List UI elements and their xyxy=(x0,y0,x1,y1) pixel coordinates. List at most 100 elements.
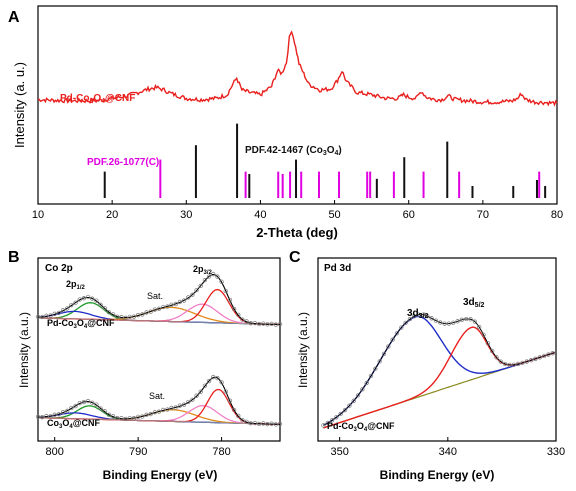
panel-b-pd-co3o4-cnf-data-point xyxy=(273,322,278,327)
panel-c-data-point xyxy=(377,359,382,364)
panel-c-data-point xyxy=(438,320,443,325)
panel-b-co3o4-cnf-data-point xyxy=(60,410,66,415)
panel-b-co3o4-cnf-data-point xyxy=(148,411,153,417)
panel-b-pd-co3o4-cnf-data-point xyxy=(173,301,178,307)
panel-b-co3o4-cnf-data-point xyxy=(119,416,124,421)
panel-a-ylabel: Intensity (a. u.) xyxy=(12,62,27,148)
panel-a-xtick-label: 10 xyxy=(32,209,44,221)
panel-b-xticks: 800 790 780 xyxy=(46,437,231,458)
panel-b-pd-co3o4-cnf-data-point xyxy=(227,297,233,303)
panel-a-ref-pd-label: PDF.26-1077(C) xyxy=(87,157,159,168)
panel-c-data-point xyxy=(342,407,348,413)
panel-b-xtick-label: 780 xyxy=(212,446,230,458)
panel-c-xtick-label: 350 xyxy=(330,446,348,458)
panel-c-data-point xyxy=(412,314,417,319)
panel-b-pd-co3o4-cnf-data-point xyxy=(265,322,270,327)
panel-b-pd-co3o4-cnf-component-orange xyxy=(38,306,280,326)
panel-c-data-point xyxy=(481,332,486,337)
panel-b-co3o4-cnf-data-point xyxy=(40,415,45,420)
panel-b-co3o4-cnf-data-point xyxy=(194,393,199,398)
panel-b-pd-co3o4-cnf-data-point xyxy=(110,312,116,317)
panel-b-pd-co3o4-cnf-data-point xyxy=(206,274,212,279)
panel-b-pd-co3o4-cnf-data-point xyxy=(269,321,274,327)
panel-b-ylabel: Intensity (a.u.) xyxy=(17,312,31,388)
panel-c-data-point xyxy=(433,318,439,323)
panel-b-pd-co3o4-cnf-data-point xyxy=(106,310,112,315)
panel-c-title: Pd 3d xyxy=(324,263,351,274)
panel-b-co3o4-cnf-data-point xyxy=(144,412,149,417)
panel-b-co3o4-cnf-data-point xyxy=(135,414,141,419)
panel-c-data-point xyxy=(472,319,478,324)
panel-c-data-point xyxy=(541,353,547,359)
panel-a-reference-lines xyxy=(103,123,547,198)
panel-b-pd-co3o4-cnf-data-point xyxy=(140,312,145,317)
panel-b-co3o4-cnf-data-point xyxy=(131,416,137,421)
panel-b-co3o4-cnf-data-point xyxy=(240,418,245,423)
panel-b-co3o4-cnf-data-point xyxy=(277,421,283,427)
panel-c-frame xyxy=(317,257,557,442)
panel-c-data-point xyxy=(360,387,365,392)
panel-b-pd-co3o4-cnf-data-point xyxy=(156,306,162,311)
panel-b-pd-co3o4-cnf-data-point xyxy=(240,317,245,322)
panel-b-co3o4-cnf-data-point xyxy=(123,416,128,422)
panel-c-data-point xyxy=(459,317,465,322)
panel-b-pd-co3o4-cnf-data-point xyxy=(277,321,283,327)
panel-b-letter: B xyxy=(8,249,20,266)
panel-b-co3o4-cnf-data-point xyxy=(156,409,162,414)
panel-c-data-point xyxy=(485,341,490,346)
panel-b-co3o4-cnf-data-point xyxy=(215,375,220,381)
panel-b-co3o4-cnf-data-point xyxy=(252,420,258,426)
panel-b-pd-co3o4-cnf-data-point xyxy=(69,302,74,308)
panel-b-sat-top: Sat. xyxy=(147,291,163,301)
panel-b-pd-co3o4-cnf-data-point xyxy=(252,321,258,326)
panel-b-peak-2p12: 2p1/2 xyxy=(66,279,86,291)
panel-b-pd-co3o4-cnf-data-point xyxy=(194,287,199,293)
panel-c-xtick-label: 330 xyxy=(547,446,565,458)
panel-b-pd-co3o4-cnf-data-point xyxy=(35,314,41,319)
panel-b-pd-co3o4-cnf-data-point xyxy=(211,271,216,277)
panel-b-pd-co3o4-cnf-data-point xyxy=(123,315,128,320)
panel-b-pd-co3o4-cnf-data-point xyxy=(90,296,95,301)
panel-b-sat-bottom: Sat. xyxy=(149,391,165,401)
panel-b-co3o4-cnf-data-point xyxy=(48,414,53,419)
panel-c-xtick-label: 340 xyxy=(439,446,457,458)
panel-b-pd-co3o4-cnf-data-point xyxy=(244,319,249,324)
panel-a-pd-co3o4-cnf-line xyxy=(37,30,558,107)
panel-a-xlabel: 2-Theta (deg) xyxy=(256,225,338,240)
panel-a-xtick-label: 80 xyxy=(551,209,563,221)
panel-c-xticks: 350 340 330 xyxy=(330,437,565,458)
panel-b-xtick-label: 790 xyxy=(129,446,147,458)
panel-c-data-point xyxy=(520,360,525,365)
panel-b-pd-co3o4-cnf-data-point xyxy=(48,313,53,318)
panel-c-data-point xyxy=(368,373,374,379)
panel-b-pd-co3o4-cnf-data-point xyxy=(202,277,208,283)
panel-b-co3o4-cnf-data-point xyxy=(236,413,241,418)
panel-b-co3o4-cnf-baseline xyxy=(37,417,281,425)
panel-b-plot xyxy=(35,271,283,427)
panel-b-co3o4-cnf-data-point xyxy=(244,419,249,424)
panel-c-peak-3d52: 3d5/2 xyxy=(463,297,485,309)
panel-b-pd-co3o4-cnf-data-point xyxy=(198,283,203,289)
panel-b-co3o4-cnf-data-point xyxy=(165,407,170,412)
panel-b-co3o4-cnf-data-point xyxy=(102,409,107,414)
panel-b-co3o4-cnf-data-point xyxy=(265,422,270,427)
panel-c-data-point xyxy=(381,351,387,357)
panel-c-plot xyxy=(321,312,556,429)
panel-b-xtick-label: 800 xyxy=(46,446,64,458)
panel-b-pd-co3o4-cnf-data-point xyxy=(190,292,195,297)
panel-b-co3o4-cnf-data-point xyxy=(206,378,212,384)
panel-b-co3o4-cnf-data-point xyxy=(248,421,253,426)
panel-b-pd-co3o4-cnf-data-point xyxy=(223,288,228,294)
panel-b-pd-co3o4-cnf-data-point xyxy=(169,302,174,307)
panel-b-pd-co3o4-cnf-data-point xyxy=(231,306,237,312)
panel-b-co3o4-cnf-data-point xyxy=(219,380,224,385)
panel-b-co3o4-cnf-data-point xyxy=(44,414,49,419)
panel-c-data-point xyxy=(511,362,516,367)
panel-b-pd-co3o4-cnf-data-point xyxy=(85,294,91,300)
panel-b-co3o4-cnf-data-point xyxy=(77,400,82,406)
panel-c-sample-label: Pd-Co3O4@CNF xyxy=(327,421,395,433)
panel-c-data-point xyxy=(550,351,555,356)
panel-c-data-point xyxy=(420,312,426,317)
panel-b-pd-co3o4-cnf-data-point xyxy=(56,310,62,316)
panel-c-data-point xyxy=(546,352,551,357)
